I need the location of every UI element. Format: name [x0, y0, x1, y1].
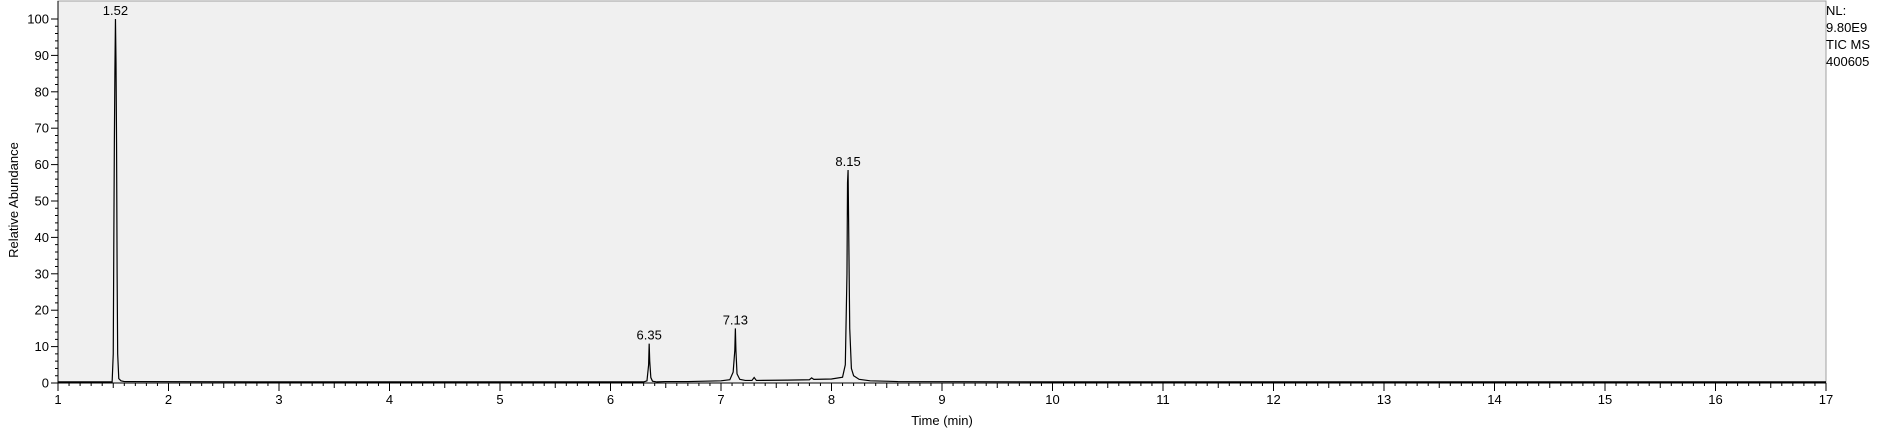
- x-tick-label: 16: [1708, 392, 1722, 407]
- info-panel: NL: 9.80E9 TIC MS 400605: [1826, 2, 1870, 70]
- y-tick-label: 90: [35, 48, 49, 63]
- y-tick-label: 100: [27, 12, 49, 27]
- x-tick-label: 8: [828, 392, 835, 407]
- x-tick-label: 7: [717, 392, 724, 407]
- info-line-nl: NL:: [1826, 3, 1847, 18]
- x-tick-label: 14: [1487, 392, 1501, 407]
- y-tick-label: 30: [35, 266, 49, 281]
- peak-label: 1.52: [103, 3, 128, 18]
- info-line-value: 9.80E9: [1826, 20, 1868, 35]
- y-tick-label: 10: [35, 339, 49, 354]
- info-line-scan: TIC MS: [1826, 37, 1871, 52]
- peak-label: 7.13: [723, 312, 748, 327]
- y-tick-label: 80: [35, 84, 49, 99]
- x-axis-label: Time (min): [911, 413, 973, 428]
- x-tick-label: 9: [938, 392, 945, 407]
- plot-background: [57, 0, 1827, 384]
- minor-tick-marks: [55, 25, 1816, 388]
- info-line-id: 400605: [1826, 54, 1870, 69]
- x-tick-label: 1: [54, 392, 61, 407]
- y-axis-ticks: 0 10 20 30 40 50 60 70 80 90 100: [27, 12, 58, 391]
- y-tick-label: 60: [35, 157, 49, 172]
- y-tick-label: 50: [35, 194, 49, 209]
- tic-trace: [58, 18, 1826, 383]
- y-tick-label: 20: [35, 303, 49, 318]
- x-tick-label: 17: [1819, 392, 1833, 407]
- y-tick-label: 40: [35, 230, 49, 245]
- x-tick-label: 11: [1156, 392, 1170, 407]
- peak-labels: 1.52 6.35 7.13 8.15: [103, 3, 861, 343]
- x-tick-label: 5: [496, 392, 503, 407]
- x-tick-label: 2: [165, 392, 172, 407]
- y-axis-label: Relative Abundance: [6, 142, 21, 258]
- y-tick-label: 70: [35, 121, 49, 136]
- x-tick-label: 10: [1045, 392, 1059, 407]
- minor-ticks: [55, 25, 1816, 388]
- x-tick-label: 6: [607, 392, 614, 407]
- x-axis-ticks: 1 2 3 4 5 6 7 8 9 10 11 12 13 14 15 16 17: [54, 383, 1833, 407]
- y-tick-label: 0: [42, 376, 49, 391]
- x-tick-label: 13: [1377, 392, 1391, 407]
- peak-label: 6.35: [637, 328, 662, 343]
- peak-label: 8.15: [835, 154, 860, 169]
- x-tick-label: 12: [1266, 392, 1280, 407]
- x-tick-label: 4: [386, 392, 393, 407]
- x-tick-label: 15: [1598, 392, 1612, 407]
- x-tick-label: 3: [275, 392, 282, 407]
